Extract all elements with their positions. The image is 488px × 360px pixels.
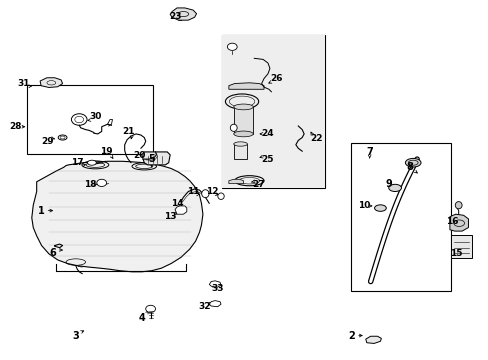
Text: 18: 18 xyxy=(84,180,97,189)
Text: 23: 23 xyxy=(168,12,181,21)
Text: 11: 11 xyxy=(186,187,199,196)
Text: 32: 32 xyxy=(198,302,210,311)
Polygon shape xyxy=(32,161,203,272)
Text: 5: 5 xyxy=(148,154,155,164)
Circle shape xyxy=(71,114,87,125)
Text: 13: 13 xyxy=(163,212,176,221)
Bar xyxy=(222,35,325,188)
Text: 15: 15 xyxy=(449,249,462,258)
Polygon shape xyxy=(209,301,221,307)
Text: 25: 25 xyxy=(261,154,274,163)
Polygon shape xyxy=(449,214,468,231)
Ellipse shape xyxy=(58,135,67,140)
Ellipse shape xyxy=(230,124,237,131)
Text: 7: 7 xyxy=(366,147,372,157)
Ellipse shape xyxy=(87,160,96,165)
Text: 10: 10 xyxy=(357,202,370,210)
Ellipse shape xyxy=(233,104,253,110)
Bar xyxy=(233,107,253,134)
Ellipse shape xyxy=(201,190,208,198)
Text: 6: 6 xyxy=(49,248,56,258)
Text: 22: 22 xyxy=(310,134,323,143)
Bar xyxy=(222,35,325,188)
Polygon shape xyxy=(209,281,221,287)
Text: 29: 29 xyxy=(41,136,54,145)
Text: 9: 9 xyxy=(385,179,391,189)
Ellipse shape xyxy=(233,142,247,146)
Text: 17: 17 xyxy=(71,158,83,167)
Text: 24: 24 xyxy=(261,129,274,138)
Ellipse shape xyxy=(233,131,253,137)
Text: 2: 2 xyxy=(348,330,355,341)
Text: 31: 31 xyxy=(17,79,30,88)
Text: 21: 21 xyxy=(122,127,134,136)
Text: 27: 27 xyxy=(251,180,264,189)
Ellipse shape xyxy=(405,158,420,167)
Polygon shape xyxy=(228,179,243,184)
Bar xyxy=(350,143,450,291)
Text: 28: 28 xyxy=(9,122,22,131)
Polygon shape xyxy=(170,8,196,20)
Polygon shape xyxy=(228,83,264,89)
Ellipse shape xyxy=(388,184,401,192)
Text: 1: 1 xyxy=(38,206,45,216)
Ellipse shape xyxy=(374,205,386,211)
Ellipse shape xyxy=(454,202,461,209)
Text: 33: 33 xyxy=(211,284,224,293)
Text: 20: 20 xyxy=(133,151,145,160)
Polygon shape xyxy=(142,152,170,165)
Text: 12: 12 xyxy=(206,187,219,196)
Text: 16: 16 xyxy=(445,217,458,226)
Bar xyxy=(233,144,247,159)
Text: 30: 30 xyxy=(89,112,102,121)
Circle shape xyxy=(97,179,106,186)
Polygon shape xyxy=(175,206,186,214)
Text: 19: 19 xyxy=(100,148,113,156)
Circle shape xyxy=(145,305,155,312)
Text: 3: 3 xyxy=(72,330,79,341)
Circle shape xyxy=(227,43,237,50)
Text: 8: 8 xyxy=(406,162,412,172)
Polygon shape xyxy=(40,78,62,87)
Text: 4: 4 xyxy=(138,312,145,323)
Ellipse shape xyxy=(218,193,224,199)
Polygon shape xyxy=(365,336,381,343)
Text: 14: 14 xyxy=(170,199,183,208)
Text: 26: 26 xyxy=(269,74,282,83)
Bar xyxy=(450,235,471,258)
Bar xyxy=(27,85,153,154)
